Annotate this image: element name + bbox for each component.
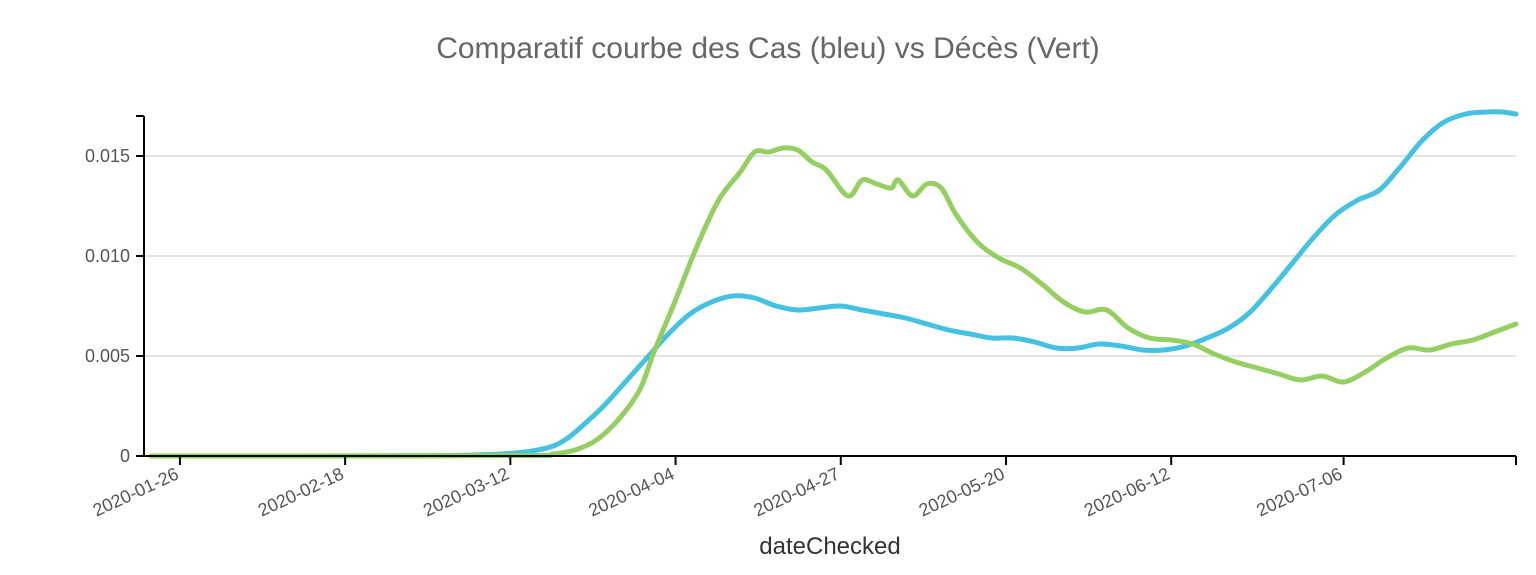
- x-tick-label: 2020-04-27: [751, 463, 843, 520]
- x-ticks: 2020-01-26 2020-02-18 2020-03-12 2020-04-04…: [90, 456, 1517, 521]
- x-tick-label: 2020-02-18: [255, 463, 347, 520]
- x-tick-label: 2020-04-04: [585, 463, 677, 520]
- y-tick-label: 0: [120, 446, 130, 466]
- y-tick-label: 0.010: [85, 246, 130, 266]
- y-tick-label: 0.015: [85, 146, 130, 166]
- x-tick-label: 2020-06-12: [1081, 463, 1173, 520]
- series-layer: [148, 109, 1519, 459]
- x-tick-label: 2020-03-12: [420, 463, 512, 520]
- x-axis-title: dateChecked: [759, 533, 900, 560]
- axes: [143, 116, 1516, 457]
- chart-title: Comparatif courbe des Cas (bleu) vs Décè…: [436, 32, 1100, 65]
- series-line-deaths: [148, 145, 1519, 459]
- y-ticks: 0 0.005 0.010 0.015: [85, 115, 144, 466]
- y-tick-label: 0.005: [85, 346, 130, 366]
- x-tick-label: 2020-07-06: [1253, 463, 1345, 520]
- x-tick-label: 2020-05-20: [916, 463, 1008, 520]
- series-line-cases: [148, 109, 1519, 459]
- x-tick-label: 2020-01-26: [90, 463, 182, 520]
- gridlines: [144, 155, 1516, 357]
